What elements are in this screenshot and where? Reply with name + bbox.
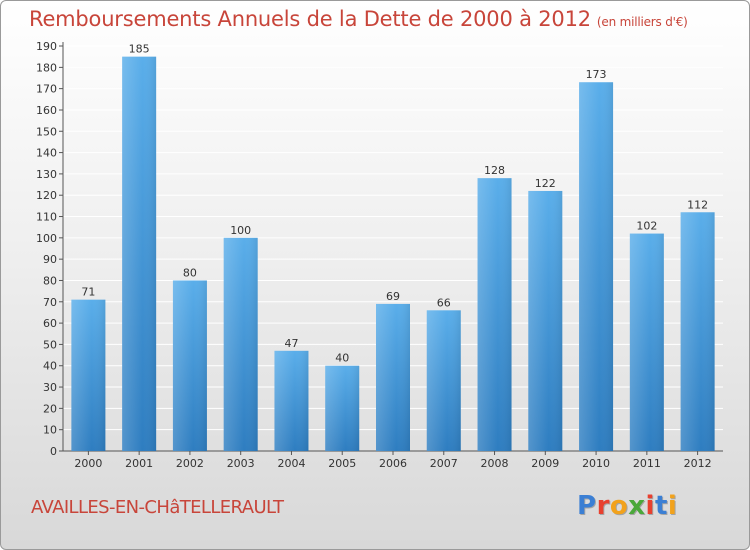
logo-letter: r	[596, 491, 610, 521]
value-label: 40	[335, 352, 349, 365]
logo-letter: i	[645, 491, 655, 521]
x-tick-label: 2002	[176, 457, 204, 470]
bar-shine	[325, 365, 360, 451]
bar-shine	[172, 280, 207, 451]
bar-shine	[629, 233, 664, 451]
x-tick-label: 2008	[481, 457, 509, 470]
x-tick-label: 2012	[684, 457, 712, 470]
value-label: 47	[284, 337, 298, 350]
bar-shine	[426, 310, 461, 451]
bar-shine	[274, 350, 309, 451]
y-tick-label: 50	[43, 338, 57, 351]
y-tick-label: 170	[36, 83, 57, 96]
bar-shine	[223, 237, 258, 451]
logo-letter: x	[628, 491, 646, 521]
logo-letter: P	[577, 491, 597, 521]
y-tick-label: 80	[43, 274, 57, 287]
x-tick-label: 2004	[277, 457, 305, 470]
y-tick-label: 70	[43, 296, 57, 309]
value-label: 128	[484, 164, 505, 177]
y-tick-label: 130	[36, 168, 57, 181]
value-labels: 71 185 80 100 47 40 69 66 128 122 173 102 112	[81, 43, 708, 365]
value-label: 66	[437, 296, 451, 309]
y-tick-label: 110	[36, 211, 57, 224]
value-label: 69	[386, 290, 400, 303]
x-tick-label: 2011	[633, 457, 661, 470]
value-label: 173	[586, 68, 607, 81]
bar-shine	[680, 212, 715, 451]
x-tick-label: 2007	[430, 457, 458, 470]
commune-name: AVAILLES-EN-CHâTELLERAULT	[31, 497, 284, 518]
chart-title: Remboursements Annuels de la Dette de 20…	[29, 7, 688, 31]
value-label: 80	[183, 266, 197, 279]
y-tick-label: 20	[43, 402, 57, 415]
bar-shine	[122, 56, 157, 451]
y-tick-label: 160	[36, 104, 57, 117]
chart-unit: (en milliers d'€)	[596, 15, 688, 29]
y-tick-label: 30	[43, 381, 57, 394]
bar-shine	[528, 190, 563, 451]
y-tick-label: 60	[43, 317, 57, 330]
logo-letter: o	[609, 491, 629, 521]
bar-shine	[71, 299, 106, 451]
y-tick-label: 150	[36, 125, 57, 138]
y-tick-label: 0	[50, 445, 57, 458]
logo-letter: t	[654, 491, 668, 521]
value-label: 71	[81, 286, 95, 299]
value-label: 100	[230, 224, 251, 237]
bar-shine	[477, 178, 512, 451]
x-tick-label: 2005	[328, 457, 356, 470]
y-tick-label: 120	[36, 189, 57, 202]
x-tick-label: 2009	[531, 457, 559, 470]
x-tick-label: 2001	[125, 457, 153, 470]
value-label: 185	[129, 43, 150, 56]
value-label: 102	[636, 220, 657, 233]
x-tick-label: 2010	[582, 457, 610, 470]
y-tick-label: 140	[36, 147, 57, 160]
bar-shine	[376, 303, 410, 451]
x-tick-label: 2006	[379, 457, 407, 470]
x-tick-label: 2003	[227, 457, 255, 470]
value-label: 112	[687, 198, 708, 211]
y-tick-label: 40	[43, 360, 57, 373]
y-tick-label: 90	[43, 253, 57, 266]
y-tick-label: 190	[36, 40, 57, 53]
bars	[71, 56, 715, 451]
y-tick-label: 10	[43, 424, 57, 437]
value-label: 122	[535, 177, 556, 190]
bar-shine	[579, 82, 614, 451]
chart-title-text: Remboursements Annuels de la Dette de 20…	[29, 7, 591, 31]
y-tick-label: 180	[36, 61, 57, 74]
proxiti-logo[interactable]: Proxiti	[577, 491, 677, 525]
x-tick-label: 2000	[74, 457, 102, 470]
logo-letter: i	[667, 491, 678, 521]
y-tick-label: 100	[36, 232, 57, 245]
